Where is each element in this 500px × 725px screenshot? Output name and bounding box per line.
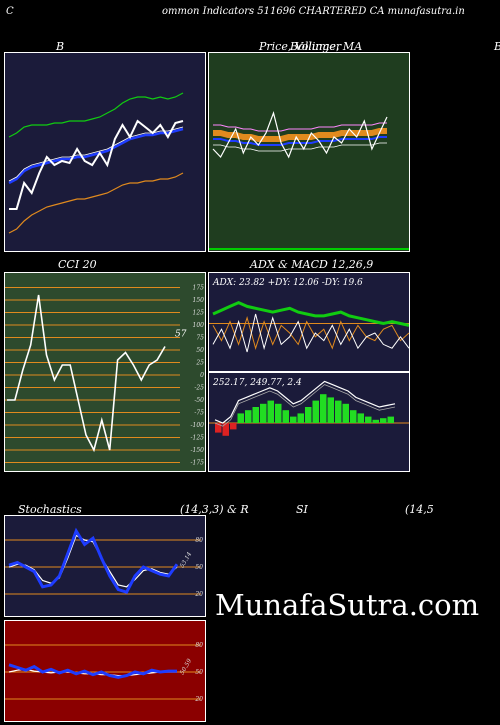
stochastics-tick-label: 80 <box>195 537 203 544</box>
cci-tick-label: 75 <box>196 335 204 342</box>
lower-band-line <box>8 172 184 234</box>
macd-bar <box>335 400 342 423</box>
cci-title: CCI 20 <box>58 258 97 271</box>
macd-bar <box>245 410 252 423</box>
cci-tick-label: 100 <box>193 322 205 329</box>
macd-bar <box>372 419 379 423</box>
macd-signal-line <box>214 384 396 427</box>
macd-bar <box>327 397 334 423</box>
macd-bar <box>342 403 349 423</box>
cci-panel: 175 150 125 100 75 50 25 0 -25 -50 -75 -100 -125 -150… <box>4 272 206 472</box>
macd-bar <box>350 410 357 423</box>
macd-bar <box>387 416 394 423</box>
macd-bar <box>380 418 387 423</box>
close-price-line <box>212 110 388 159</box>
price-overlap-title: Bollinger <box>290 40 342 53</box>
macd-bar <box>275 403 282 423</box>
watermark: MunafaSutra.com <box>215 588 480 622</box>
si-tick-label: 50 <box>195 669 203 676</box>
cci-tick-label: -100 <box>191 422 205 429</box>
cci-tick-label: 150 <box>193 297 205 304</box>
si-params: (14,5 <box>405 503 434 516</box>
si-panel: 80 50 20 50.59 <box>4 620 206 722</box>
macd-bar <box>312 400 319 423</box>
macd-panel: 252.17, 249.77, 2.4 <box>208 372 410 472</box>
stochastics-title: Stochastics <box>18 503 82 516</box>
minus-dy-line <box>212 316 409 350</box>
macd-bar <box>230 423 237 430</box>
stochastics-params: (14,3,3) & R <box>180 503 249 516</box>
cci-tick-label: 50 <box>196 347 204 354</box>
macd-bar <box>290 416 297 423</box>
macd-bar <box>237 413 244 423</box>
cci-tick-label: -150 <box>191 447 205 454</box>
macd-bar <box>320 394 327 423</box>
middle-band-line <box>8 127 184 185</box>
macd-bar <box>252 407 259 423</box>
cci-tick-label: -50 <box>194 397 204 404</box>
cci-line <box>7 294 166 453</box>
macd-line <box>214 380 396 424</box>
si-chart: 80 50 20 50.59 <box>5 642 203 703</box>
si-tick-label: 20 <box>194 696 203 703</box>
macd-chart: 252.17, 249.77, 2.4 <box>209 378 409 436</box>
adx-panel: ADX: 23.82 +DY: 12.06 -DY: 19.6 <box>208 272 410 372</box>
cci-last-value: 57 <box>175 330 187 340</box>
price-title: Price, Volume, MA <box>259 40 363 53</box>
stochastics-panel: 80 50 20 53.14 <box>4 515 206 617</box>
stochastics-tick-label: 20 <box>194 591 203 598</box>
adx-chart: ADX: 23.82 +DY: 12.06 -DY: 19.6 <box>209 278 409 353</box>
macd-bar <box>297 413 304 423</box>
adx-readout: ADX: 23.82 +DY: 12.06 -DY: 19.6 <box>212 278 363 288</box>
macd-bar <box>357 413 364 423</box>
cci-chart: 175 150 125 100 75 50 25 0 -25 -50 -75 -100 -125 -150… <box>5 285 205 467</box>
price-panel <box>208 52 410 252</box>
stochastics-k-line <box>8 527 179 595</box>
cci-tick-label: 125 <box>193 310 205 317</box>
header-letter: C <box>6 6 14 17</box>
cci-tick-label: 175 <box>193 285 205 292</box>
macd-bar <box>215 423 222 433</box>
si-title: SI <box>296 503 308 516</box>
macd-bar <box>260 403 267 423</box>
bollinger-chart <box>8 92 184 234</box>
cci-tick-label: -75 <box>194 410 204 417</box>
si-k-line <box>8 663 177 679</box>
macd-bar <box>267 400 274 423</box>
macd-bar <box>305 407 312 423</box>
cci-tick-label: 25 <box>195 360 204 367</box>
plus-dy-line <box>212 313 409 353</box>
stochastics-d-line <box>8 534 178 588</box>
price-line <box>9 119 184 210</box>
macd-readout: 252.17, 249.77, 2.4 <box>212 378 302 388</box>
header-title: ommon Indicators 511696 CHARTERED CA mun… <box>162 6 465 17</box>
right-letter: B <box>494 40 500 53</box>
cci-tick-label: 0 <box>200 372 204 379</box>
si-tick-label: 80 <box>195 642 203 649</box>
macd-bar <box>282 410 289 423</box>
adx-line <box>212 300 409 327</box>
upper-band-line <box>8 92 184 138</box>
cci-tick-label: -25 <box>194 385 204 392</box>
macd-bar <box>365 416 372 423</box>
price-chart <box>209 110 409 250</box>
bollinger-title: B <box>56 40 65 53</box>
bollinger-panel <box>4 52 206 252</box>
ma-white-line <box>213 142 387 152</box>
cci-tick-label: -175 <box>191 460 205 467</box>
adx-macd-title: ADX & MACD 12,26,9 <box>250 258 374 271</box>
ma-pink-line <box>213 122 387 132</box>
cci-tick-label: -125 <box>191 435 205 442</box>
macd-bar <box>222 423 229 436</box>
stochastics-tick-label: 50 <box>195 564 203 571</box>
si-last-value: 50.59 <box>179 658 194 677</box>
